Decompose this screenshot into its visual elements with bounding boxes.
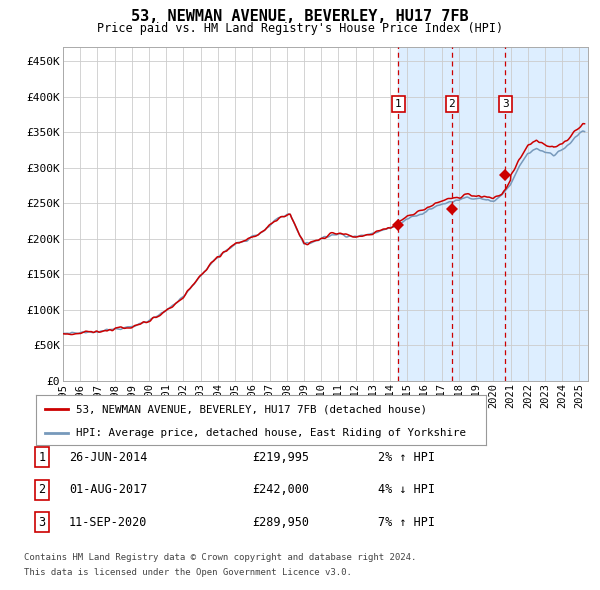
Text: HPI: Average price, detached house, East Riding of Yorkshire: HPI: Average price, detached house, East… xyxy=(77,428,467,438)
Text: 7% ↑ HPI: 7% ↑ HPI xyxy=(378,516,435,529)
Text: 4% ↓ HPI: 4% ↓ HPI xyxy=(378,483,435,496)
Text: This data is licensed under the Open Government Licence v3.0.: This data is licensed under the Open Gov… xyxy=(24,568,352,577)
Text: 26-JUN-2014: 26-JUN-2014 xyxy=(69,451,148,464)
Text: 2: 2 xyxy=(38,483,46,496)
Text: 53, NEWMAN AVENUE, BEVERLEY, HU17 7FB (detached house): 53, NEWMAN AVENUE, BEVERLEY, HU17 7FB (d… xyxy=(77,404,427,414)
Text: 53, NEWMAN AVENUE, BEVERLEY, HU17 7FB: 53, NEWMAN AVENUE, BEVERLEY, HU17 7FB xyxy=(131,9,469,24)
Text: £219,995: £219,995 xyxy=(252,451,309,464)
Bar xyxy=(398,47,588,381)
Text: 2% ↑ HPI: 2% ↑ HPI xyxy=(378,451,435,464)
Text: 2: 2 xyxy=(448,99,455,109)
Text: 01-AUG-2017: 01-AUG-2017 xyxy=(69,483,148,496)
Text: 1: 1 xyxy=(38,451,46,464)
Text: Price paid vs. HM Land Registry's House Price Index (HPI): Price paid vs. HM Land Registry's House … xyxy=(97,22,503,35)
Text: Contains HM Land Registry data © Crown copyright and database right 2024.: Contains HM Land Registry data © Crown c… xyxy=(24,553,416,562)
Text: 1: 1 xyxy=(395,99,402,109)
Text: 3: 3 xyxy=(38,516,46,529)
Text: £289,950: £289,950 xyxy=(252,516,309,529)
Text: 11-SEP-2020: 11-SEP-2020 xyxy=(69,516,148,529)
Text: 3: 3 xyxy=(502,99,509,109)
Text: £242,000: £242,000 xyxy=(252,483,309,496)
